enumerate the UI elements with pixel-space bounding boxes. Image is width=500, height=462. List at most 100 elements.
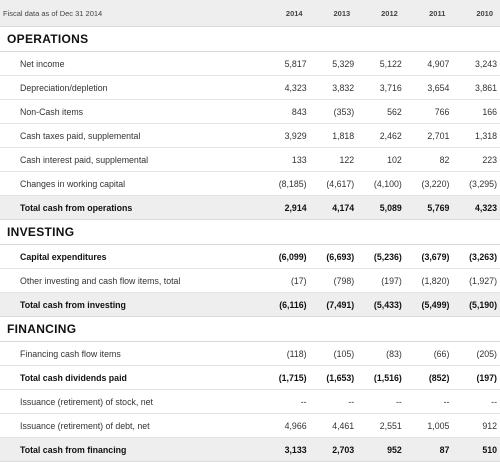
table-row: Changes in working capital (8,185) (4,617)… [0,171,500,196]
row-value: 166 [452,99,500,124]
year-header: 2010 [452,0,500,27]
row-value: 843 [262,99,310,124]
row-value: 510 [452,437,500,462]
row-value: -- [262,389,310,414]
row-value: 4,174 [309,195,358,220]
row-value: (5,236) [357,244,405,269]
row-value: 82 [404,147,453,172]
row-value: -- [404,389,453,414]
row-value: 5,329 [309,51,358,76]
table-row: Issuance (retirement) of stock, net -- -- -… [0,389,500,414]
row-value: 122 [309,147,358,172]
row-value: (6,116) [262,292,310,317]
row-label: Non-Cash items [0,99,263,124]
table-row: Capital expenditures (6,099) (6,693) (5,236… [0,244,500,269]
row-value: (6,693) [309,244,358,269]
row-value: (3,220) [404,171,453,196]
row-label: Total cash from operations [0,195,263,220]
row-value: (17) [262,268,310,293]
row-value: 3,716 [357,75,405,100]
row-value: (852) [404,365,453,390]
row-value: 3,832 [309,75,358,100]
year-header: 2014 [262,0,310,27]
row-label: Cash interest paid, supplemental [0,147,263,172]
row-value: (353) [309,99,358,124]
row-value: (118) [262,341,310,366]
section-header-row: FINANCING [0,316,500,342]
row-value: (5,433) [357,292,405,317]
row-value: (1,715) [262,365,310,390]
row-value: 5,769 [404,195,453,220]
row-value: 223 [452,147,500,172]
row-value: (1,927) [452,268,500,293]
row-value: 4,907 [404,51,453,76]
row-value: (3,679) [404,244,453,269]
row-value: (8,185) [262,171,310,196]
section-title: INVESTING [0,219,500,245]
row-value: (1,653) [309,365,358,390]
row-value: 5,089 [357,195,405,220]
row-value: (4,100) [357,171,405,196]
table-row: Cash taxes paid, supplemental 3,929 1,818 2… [0,123,500,148]
section-header-row: OPERATIONS [0,26,500,52]
row-label: Issuance (retirement) of debt, net [0,413,263,438]
table-header-row: Fiscal data as of Dec 31 2014 2014 2013 … [0,0,500,27]
row-label: Total cash dividends paid [0,365,263,390]
row-value: (7,491) [309,292,358,317]
row-value: 4,966 [262,413,310,438]
row-label: Cash taxes paid, supplemental [0,123,263,148]
row-label: Financing cash flow items [0,341,263,366]
fiscal-date-label: Fiscal data as of Dec 31 2014 [0,0,263,27]
row-value: 5,122 [357,51,405,76]
row-value: 766 [404,99,453,124]
row-label: Issuance (retirement) of stock, net [0,389,263,414]
row-value: -- [357,389,405,414]
row-value: (6,099) [262,244,310,269]
row-value: -- [309,389,358,414]
row-value: 133 [262,147,310,172]
row-value: 102 [357,147,405,172]
year-header: 2012 [357,0,405,27]
row-value: 5,817 [262,51,310,76]
row-value: 3,929 [262,123,310,148]
row-value: (205) [452,341,500,366]
table-row: Non-Cash items 843 (353) 562 766 166 [0,99,500,124]
row-value: 952 [357,437,405,462]
row-value: (3,295) [452,171,500,196]
row-label: Depreciation/depletion [0,75,263,100]
row-value: 2,551 [357,413,405,438]
row-value: 2,462 [357,123,405,148]
row-value: (5,499) [404,292,453,317]
row-value: (1,820) [404,268,453,293]
row-value: -- [452,389,500,414]
row-value: 4,461 [309,413,358,438]
row-value: 3,861 [452,75,500,100]
row-value: 1,318 [452,123,500,148]
table-row: Total cash dividends paid (1,715) (1,653) (… [0,365,500,390]
row-label: Capital expenditures [0,244,263,269]
table-row: Net income 5,817 5,329 5,122 4,907 3,243 [0,51,500,76]
row-label: Total cash from financing [0,437,263,462]
row-value: 1,005 [404,413,453,438]
row-value: (83) [357,341,405,366]
table-row: Depreciation/depletion 4,323 3,832 3,716 3,6… [0,75,500,100]
row-value: 87 [404,437,453,462]
row-value: (197) [357,268,405,293]
row-value: 562 [357,99,405,124]
row-value: (66) [404,341,453,366]
row-value: 3,243 [452,51,500,76]
row-value: 2,701 [404,123,453,148]
year-header: 2013 [309,0,358,27]
row-value: (5,190) [452,292,500,317]
row-value: 2,914 [262,195,310,220]
row-label: Changes in working capital [0,171,263,196]
table-row: Financing cash flow items (118) (105) (83)(… [0,341,500,366]
table-row: Cash interest paid, supplemental 133 122 10… [0,147,500,172]
row-label: Other investing and cash flow items, tot… [0,268,263,293]
row-value: 4,323 [452,195,500,220]
table-row: Issuance (retirement) of debt, net 4,966 4… [0,413,500,438]
row-label: Total cash from investing [0,292,263,317]
